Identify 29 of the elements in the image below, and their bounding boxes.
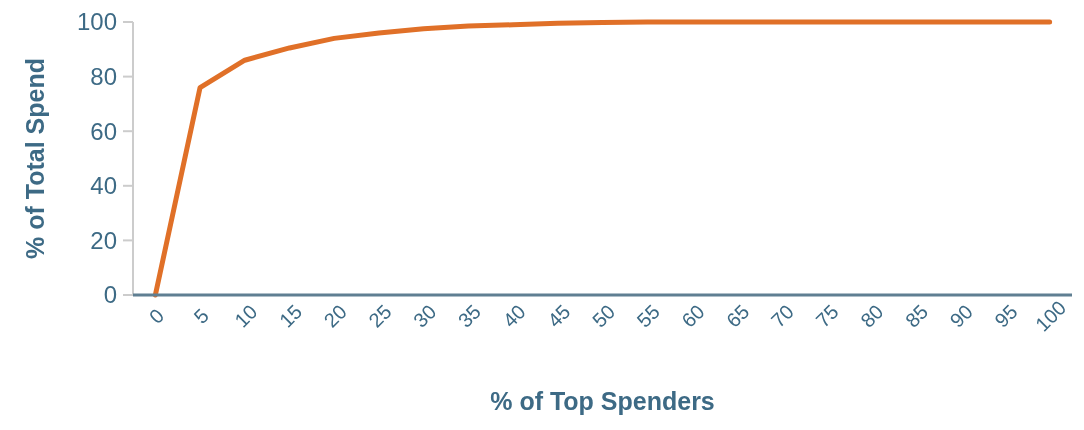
x-tick-label: 70: [766, 300, 799, 332]
x-tick-label: 85: [900, 300, 933, 332]
y-tick-label: 20: [90, 226, 117, 254]
x-tick-label: 50: [587, 300, 620, 332]
x-tick-label: 45: [543, 300, 575, 332]
y-tick-label: 40: [90, 172, 117, 200]
x-tick-label: 10: [230, 300, 262, 332]
x-tick-label: 100: [1031, 296, 1071, 336]
x-tick-label: 55: [632, 300, 664, 332]
x-tick-label: 80: [856, 300, 888, 332]
y-tick-label: 0: [103, 281, 117, 309]
x-tick-label: 20: [319, 300, 351, 332]
y-tick-label: 60: [90, 117, 117, 145]
x-tick-label: 25: [364, 300, 396, 332]
x-tick-label: 5: [189, 304, 213, 328]
x-axis-title: % of Top Spenders: [490, 387, 715, 415]
x-tick-label: 0: [144, 304, 169, 328]
y-tick-label: 80: [90, 63, 117, 90]
y-axis-title: % of Total Spend: [21, 58, 49, 259]
x-tick-label: 35: [453, 300, 486, 332]
x-tick-label: 65: [722, 300, 754, 332]
x-tick-label: 75: [811, 300, 843, 332]
x-tick-label: 40: [498, 300, 530, 332]
y-tick-label: 100: [76, 8, 117, 36]
x-tick-label: 95: [990, 300, 1022, 332]
x-tick-label: 30: [409, 300, 441, 332]
x-tick-label: 15: [274, 300, 307, 332]
x-tick-label: 60: [677, 300, 709, 332]
x-tick-label: 90: [945, 300, 977, 332]
